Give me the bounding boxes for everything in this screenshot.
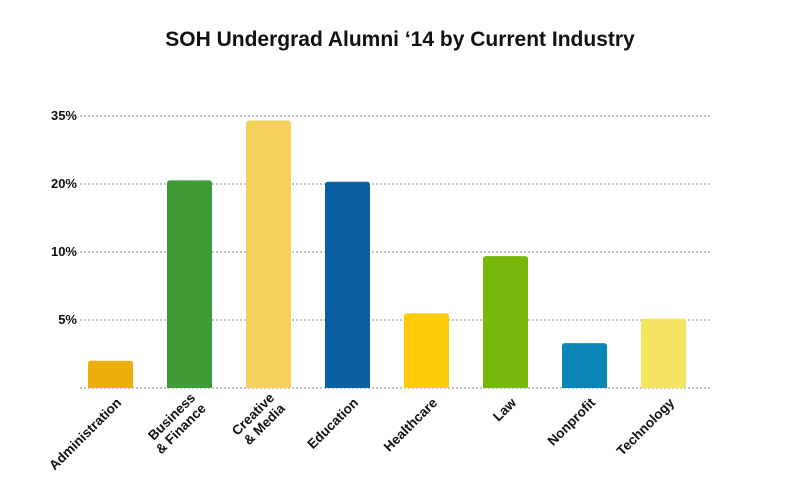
x-tick-label-line: Nonprofit — [545, 395, 599, 449]
x-tick-label-line: Administration — [46, 395, 124, 473]
x-tick-label: Law — [490, 395, 520, 425]
bar — [246, 120, 291, 389]
x-tick-label-line: Law — [490, 395, 520, 425]
x-tick-label: Administration — [46, 395, 124, 473]
x-tick-label: Education — [304, 395, 361, 452]
bar — [404, 313, 449, 388]
x-tick-label: Healthcare — [381, 395, 441, 455]
y-tick-label: 10% — [51, 244, 77, 259]
x-tick-label-line: Technology — [614, 395, 678, 459]
bar — [641, 318, 686, 388]
chart-title: SOH Undergrad Alumni ‘14 by Current Indu… — [165, 28, 635, 51]
x-tick-label: Nonprofit — [545, 395, 599, 449]
bar — [483, 256, 528, 388]
x-tick-label-line: Education — [304, 395, 361, 452]
bar — [325, 181, 370, 388]
bar — [88, 360, 133, 388]
x-axis-labels: Administration Business& Finance Creative&… — [46, 390, 677, 473]
x-tick-label: Business& Finance — [142, 390, 209, 457]
y-tick-label: 5% — [58, 312, 77, 327]
bar — [167, 180, 212, 388]
x-tick-label: Creative& Media — [229, 390, 288, 449]
bars — [88, 120, 686, 389]
y-tick-label: 20% — [51, 176, 77, 191]
y-tick-label: 35% — [51, 108, 77, 123]
x-tick-label: Technology — [614, 395, 678, 459]
y-axis-ticks: 35% 20% 10% 5% — [51, 108, 77, 327]
bar — [562, 343, 607, 388]
x-tick-label-line: Healthcare — [381, 395, 441, 455]
